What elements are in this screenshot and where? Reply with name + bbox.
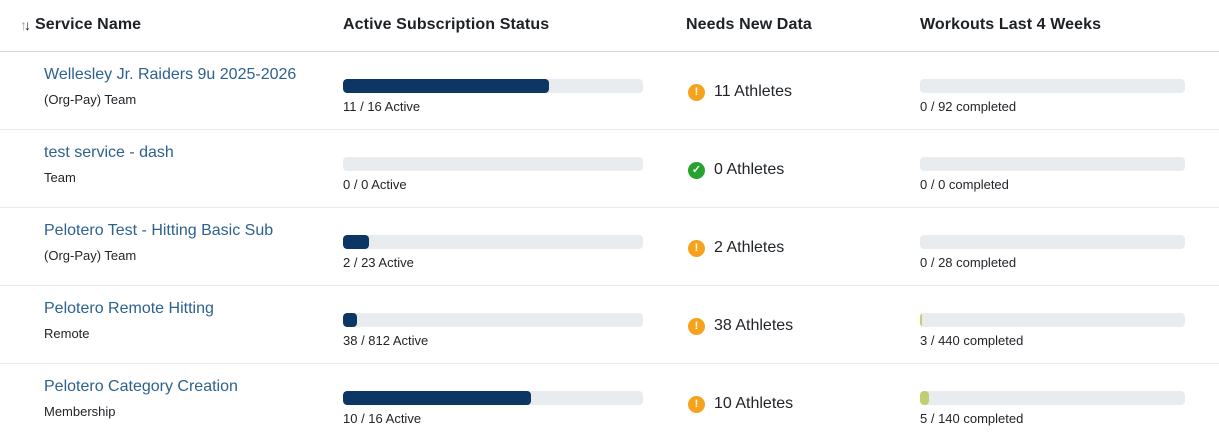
workouts-progress-label: 5 / 140 completed: [920, 411, 1024, 426]
column-header-needs-new-data: Needs New Data: [686, 0, 920, 51]
subscription-progress-bar: [343, 235, 643, 249]
needs-new-data-cell: ! 38 Athletes: [686, 286, 920, 335]
workouts-cell: 5 / 140 completed: [920, 364, 1219, 441]
service-type-label: Membership: [44, 404, 116, 419]
service-cell: test service - dash Team: [0, 130, 343, 207]
workouts-progress-label: 3 / 440 completed: [920, 333, 1024, 348]
subscription-progress-bar: [343, 157, 643, 171]
workouts-cell: 0 / 28 completed: [920, 208, 1219, 285]
athletes-count-label: 2 Athletes: [714, 239, 785, 256]
success-check-icon: ✓: [688, 161, 705, 179]
subscription-cell: 38 / 812 Active: [343, 286, 686, 363]
workouts-progress-fill: [920, 391, 930, 405]
warning-icon: !: [688, 239, 705, 257]
service-type-label: Remote: [44, 326, 90, 341]
workouts-progress-label: 0 / 92 completed: [920, 99, 1017, 114]
athletes-count-label: 38 Athletes: [714, 317, 794, 334]
table-row: Pelotero Test - Hitting Basic Sub (Org-P…: [0, 208, 1219, 286]
athletes-count-label: 10 Athletes: [714, 395, 794, 412]
needs-new-data-cell: ! 10 Athletes: [686, 364, 920, 413]
column-header-label: Active Subscription Status: [343, 16, 550, 33]
subscription-cell: 10 / 16 Active: [343, 364, 686, 441]
column-header-label: Needs New Data: [686, 16, 812, 33]
needs-new-data-cell: ! 2 Athletes: [686, 208, 920, 257]
service-cell: Pelotero Remote Hitting Remote: [0, 286, 343, 363]
workouts-cell: 0 / 92 completed: [920, 52, 1219, 129]
subscription-progress-fill: [343, 79, 550, 93]
workouts-progress-label: 0 / 0 completed: [920, 177, 1009, 192]
service-type-label: (Org-Pay) Team: [44, 92, 137, 107]
subscription-progress-fill: [343, 313, 358, 327]
service-name-link[interactable]: Wellesley Jr. Raiders 9u 2025-2026: [44, 66, 297, 83]
service-type-label: (Org-Pay) Team: [44, 248, 137, 263]
workouts-progress-bar: [920, 391, 1185, 405]
service-type-label: Team: [44, 170, 76, 185]
service-cell: Pelotero Test - Hitting Basic Sub (Org-P…: [0, 208, 343, 285]
subscription-progress-label: 10 / 16 Active: [343, 411, 422, 426]
warning-icon: !: [688, 395, 705, 413]
subscription-progress-fill: [343, 391, 531, 405]
service-name-link[interactable]: Pelotero Remote Hitting: [44, 300, 214, 317]
service-name-link[interactable]: test service - dash: [44, 144, 174, 161]
column-header-active-subscription-status: Active Subscription Status: [343, 0, 686, 51]
workouts-progress-bar: [920, 157, 1185, 171]
workouts-cell: 0 / 0 completed: [920, 130, 1219, 207]
column-header-label: Workouts Last 4 Weeks: [920, 16, 1102, 33]
column-header-service-name[interactable]: ↑↓ Service Name: [0, 0, 343, 51]
needs-new-data-cell: ! 11 Athletes: [686, 52, 920, 101]
subscription-cell: 0 / 0 Active: [343, 130, 686, 207]
workouts-cell: 3 / 440 completed: [920, 286, 1219, 363]
warning-icon: !: [688, 83, 705, 101]
table-row: Pelotero Category Creation Membership 10…: [0, 364, 1219, 441]
subscription-progress-label: 11 / 16 Active: [343, 99, 421, 114]
column-header-workouts-last-4-weeks: Workouts Last 4 Weeks: [920, 0, 1219, 51]
subscription-progress-bar: [343, 313, 643, 327]
warning-icon: !: [688, 317, 705, 335]
subscription-progress-fill: [343, 235, 370, 249]
athletes-count-label: 0 Athletes: [714, 161, 785, 178]
service-name-link[interactable]: Pelotero Test - Hitting Basic Sub: [44, 222, 274, 239]
table-row: Wellesley Jr. Raiders 9u 2025-2026 (Org-…: [0, 52, 1219, 130]
workouts-progress-bar: [920, 79, 1185, 93]
workouts-progress-fill: [920, 313, 922, 327]
service-cell: Pelotero Category Creation Membership: [0, 364, 343, 441]
table-row: test service - dash Team 0 / 0 Active ✓ …: [0, 130, 1219, 208]
subscription-progress-bar: [343, 79, 643, 93]
service-name-link[interactable]: Pelotero Category Creation: [44, 378, 238, 395]
table-row: Pelotero Remote Hitting Remote 38 / 812 …: [0, 286, 1219, 364]
subscription-progress-label: 0 / 0 Active: [343, 177, 407, 192]
table-header-row: ↑↓ Service Name Active Subscription Stat…: [0, 0, 1219, 52]
subscription-cell: 2 / 23 Active: [343, 208, 686, 285]
service-cell: Wellesley Jr. Raiders 9u 2025-2026 (Org-…: [0, 52, 343, 129]
sort-icon[interactable]: ↑↓: [20, 17, 31, 33]
workouts-progress-bar: [920, 313, 1185, 327]
workouts-progress-bar: [920, 235, 1185, 249]
workouts-progress-label: 0 / 28 completed: [920, 255, 1017, 270]
column-header-label: Service Name: [35, 16, 142, 33]
subscription-cell: 11 / 16 Active: [343, 52, 686, 129]
subscription-progress-label: 2 / 23 Active: [343, 255, 414, 270]
subscription-progress-label: 38 / 812 Active: [343, 333, 429, 348]
athletes-count-label: 11 Athletes: [714, 83, 792, 100]
needs-new-data-cell: ✓ 0 Athletes: [686, 130, 920, 179]
subscription-progress-bar: [343, 391, 643, 405]
